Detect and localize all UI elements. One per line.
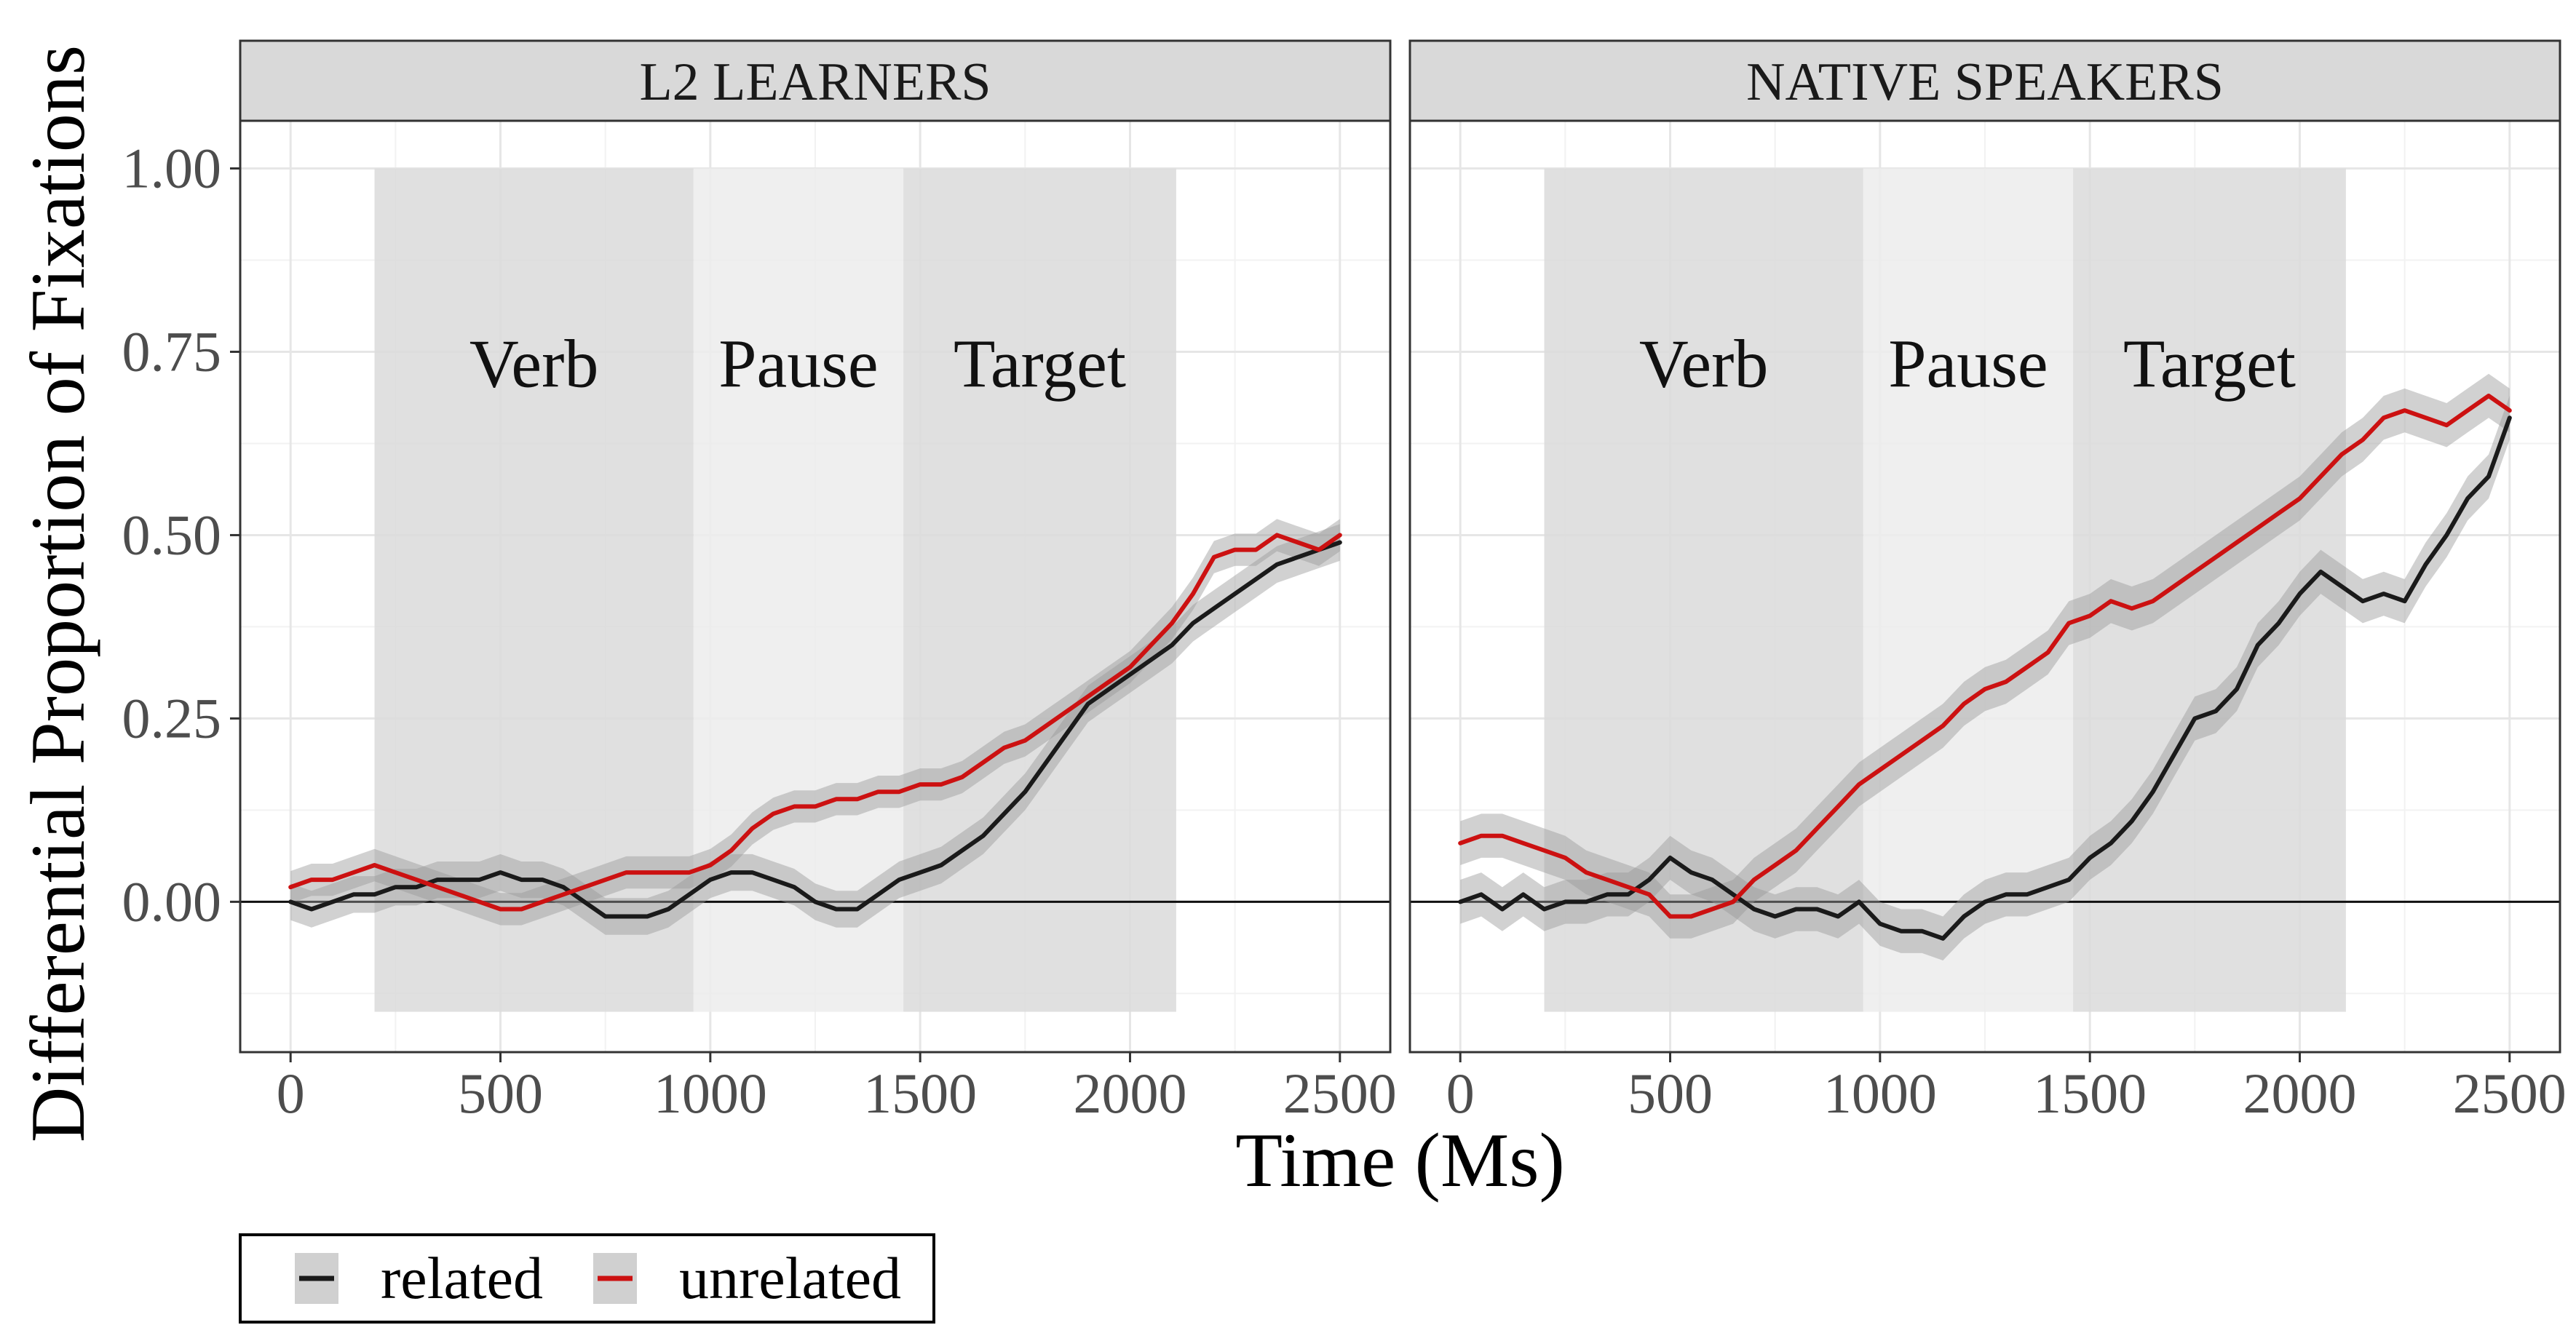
annotation-regions: Verb Pause Target xyxy=(374,168,1176,1012)
panel-title: L2 LEARNERS xyxy=(639,52,991,112)
region-label: Target xyxy=(2123,326,2296,402)
y-tick-label: 0.75 xyxy=(122,319,222,383)
confidence-ribbons xyxy=(290,519,1340,935)
x-tick-label: 1000 xyxy=(654,1062,767,1125)
x-tick-label: 2500 xyxy=(2453,1062,2567,1125)
legend: related unrelated xyxy=(239,1233,935,1324)
x-tick-label: 0 xyxy=(277,1062,305,1125)
panel-border xyxy=(1408,119,2561,1054)
region-label: Verb xyxy=(1639,326,1769,402)
ribbon-unrelated xyxy=(1460,373,2510,939)
series-line-related xyxy=(288,540,1342,919)
region-label: Verb xyxy=(469,326,599,402)
region-label: Target xyxy=(954,326,1126,402)
ribbon-related xyxy=(290,524,1340,935)
y-tick-label: 1.00 xyxy=(122,137,222,200)
region-label: Pause xyxy=(718,326,878,402)
panel-l2-learners: L2 LEARNERS Verb Pause Target 0 500 1000 1500… xyxy=(122,39,1397,1125)
panel-strip xyxy=(239,39,1392,122)
region-label: Pause xyxy=(1888,326,2048,402)
panel-title: NATIVE SPEAKERS xyxy=(1746,52,2224,112)
x-tick-label: 0 xyxy=(1446,1062,1475,1125)
series-lines xyxy=(1458,394,2512,941)
legend-entries: related unrelated xyxy=(295,1245,901,1311)
series-lines xyxy=(288,533,1342,919)
legend-label: related xyxy=(381,1245,543,1311)
y-tick-label: 0.50 xyxy=(122,503,222,566)
y-tick-label: 0.25 xyxy=(122,686,222,749)
legend-label: unrelated xyxy=(679,1245,901,1311)
x-tick-label: 2000 xyxy=(2243,1062,2356,1125)
x-axis-ticks: 0 500 1000 1500 2000 2500 xyxy=(277,1052,1397,1125)
x-axis-ticks: 0 500 1000 1500 2000 2500 xyxy=(1446,1052,2567,1125)
y-axis-ticks: 0.00 0.25 0.50 0.75 1.00 xyxy=(122,137,240,933)
panel-native-speakers: NATIVE SPEAKERS Verb Pause Target 0 500 1000… xyxy=(1408,39,2567,1125)
x-tick-label: 2000 xyxy=(1073,1062,1186,1125)
region-target xyxy=(903,168,1176,1012)
region-pause xyxy=(1863,168,2074,1012)
series-line-unrelated xyxy=(1458,394,2512,919)
series-line-unrelated xyxy=(288,533,1342,912)
annotation-regions: Verb Pause Target xyxy=(1544,168,2346,1012)
legend-box xyxy=(239,1233,935,1324)
x-axis-title: Time (Ms) xyxy=(1235,1118,1565,1203)
x-tick-label: 1500 xyxy=(2033,1062,2147,1125)
ribbon-unrelated xyxy=(290,519,1340,926)
y-tick-label: 0.00 xyxy=(122,870,222,933)
panel-border xyxy=(239,119,1392,1054)
y-axis-title: Differential Proportion of Fixations xyxy=(15,45,100,1142)
x-tick-label: 1000 xyxy=(1823,1062,1937,1125)
x-tick-label: 1500 xyxy=(863,1062,977,1125)
x-tick-label: 2500 xyxy=(1283,1062,1397,1125)
x-tick-label: 500 xyxy=(1628,1062,1713,1125)
region-verb xyxy=(1544,168,1863,1012)
x-tick-label: 500 xyxy=(458,1062,543,1125)
